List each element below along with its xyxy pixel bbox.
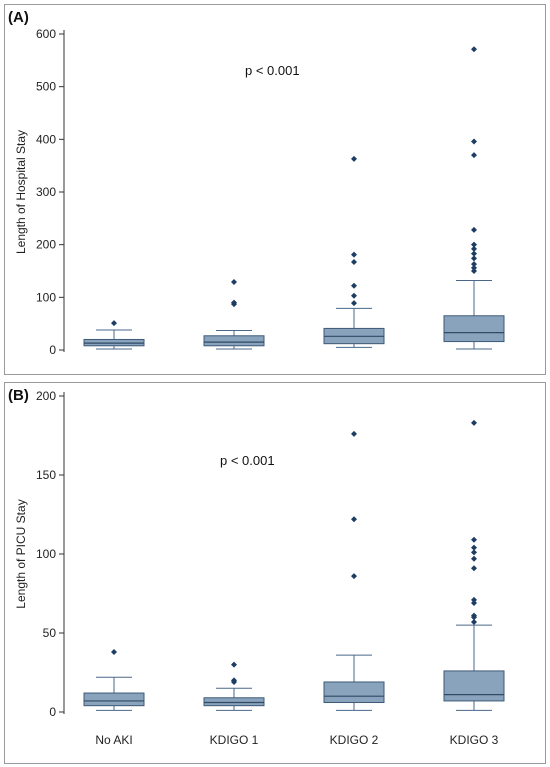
outlier-point [351,292,357,299]
box-no-aki [83,320,145,350]
panel-frame [4,4,546,375]
outlier-point [231,677,237,684]
outlier-point [351,282,357,289]
outlier-point [231,299,237,306]
outlier-point [471,138,477,145]
outlier-point [471,419,477,426]
panel-frame [4,382,546,764]
y-tick-label: 500 [36,80,56,94]
x-tick-label: KDIGO 1 [210,733,259,747]
outlier-point [351,251,357,258]
outlier-point [471,565,477,572]
y-tick-label: 200 [36,389,56,403]
outlier-point [471,618,477,625]
panel-b: (B) 0 50 100 150 200 Length of PICU Stay p < 0.… [4,382,546,764]
y-tick-label: 600 [36,27,56,41]
panel-label: (A) [8,9,29,26]
p-value-annotation: p < 0.001 [245,63,300,78]
y-tick-label: 150 [36,468,56,482]
y-tick-label: 200 [36,238,56,252]
outlier-point [471,536,477,543]
y-axis-label: Length of PICU Stay [14,499,28,608]
y-tick-label: 50 [43,626,57,640]
outlier-point [351,259,357,266]
box-no-aki [83,648,145,711]
box-kdigo-3 [443,419,505,711]
outlier-point [351,573,357,580]
x-tick-label: KDIGO 3 [450,733,499,747]
iqr-box [443,670,505,702]
outlier-point [471,599,477,606]
outlier-point [471,46,477,53]
outlier-point [111,320,117,327]
outlier-point [231,661,237,668]
box-kdigo-2 [323,155,385,348]
outlier-point [471,255,477,262]
panel-label: (B) [8,387,29,404]
box-kdigo-3 [443,46,505,350]
outlier-point [471,152,477,159]
outlier-point [471,549,477,556]
x-tick-label: No AKI [95,733,132,747]
outlier-point [231,279,237,286]
box-kdigo-1 [203,661,265,711]
outlier-point [351,430,357,437]
y-tick-label: 300 [36,185,56,199]
y-tick-label: 0 [49,343,56,357]
outlier-point [471,261,477,268]
p-value-annotation: p < 0.001 [220,453,275,468]
outlier-point [351,155,357,162]
outlier-point [471,241,477,248]
outlier-point [471,264,477,271]
outlier-point [471,250,477,257]
x-tick-label: KDIGO 2 [330,733,379,747]
y-tick-label: 0 [49,705,56,719]
outlier-point [471,555,477,562]
outlier-point [351,300,357,307]
iqr-box [443,315,505,343]
iqr-box [323,681,385,704]
outlier-point [471,544,477,551]
outlier-point [471,226,477,233]
y-tick-label: 100 [36,547,56,561]
box-kdigo-2 [323,430,385,711]
outlier-point [471,596,477,603]
outlier-point [111,648,117,655]
y-axis-label: Length of Hospital Stay [14,130,28,254]
outlier-point [471,612,477,619]
iqr-box [203,335,265,347]
iqr-box [203,697,265,707]
outlier-point [471,245,477,252]
iqr-box [83,692,145,707]
y-tick-label: 400 [36,132,56,146]
y-tick-label: 100 [36,290,56,304]
outlier-point [351,516,357,523]
panel-a: (A) 0 100 200 300 400 500 600 Length of Hospital… [4,4,546,375]
box-kdigo-1 [203,279,265,350]
outlier-point [471,268,477,274]
